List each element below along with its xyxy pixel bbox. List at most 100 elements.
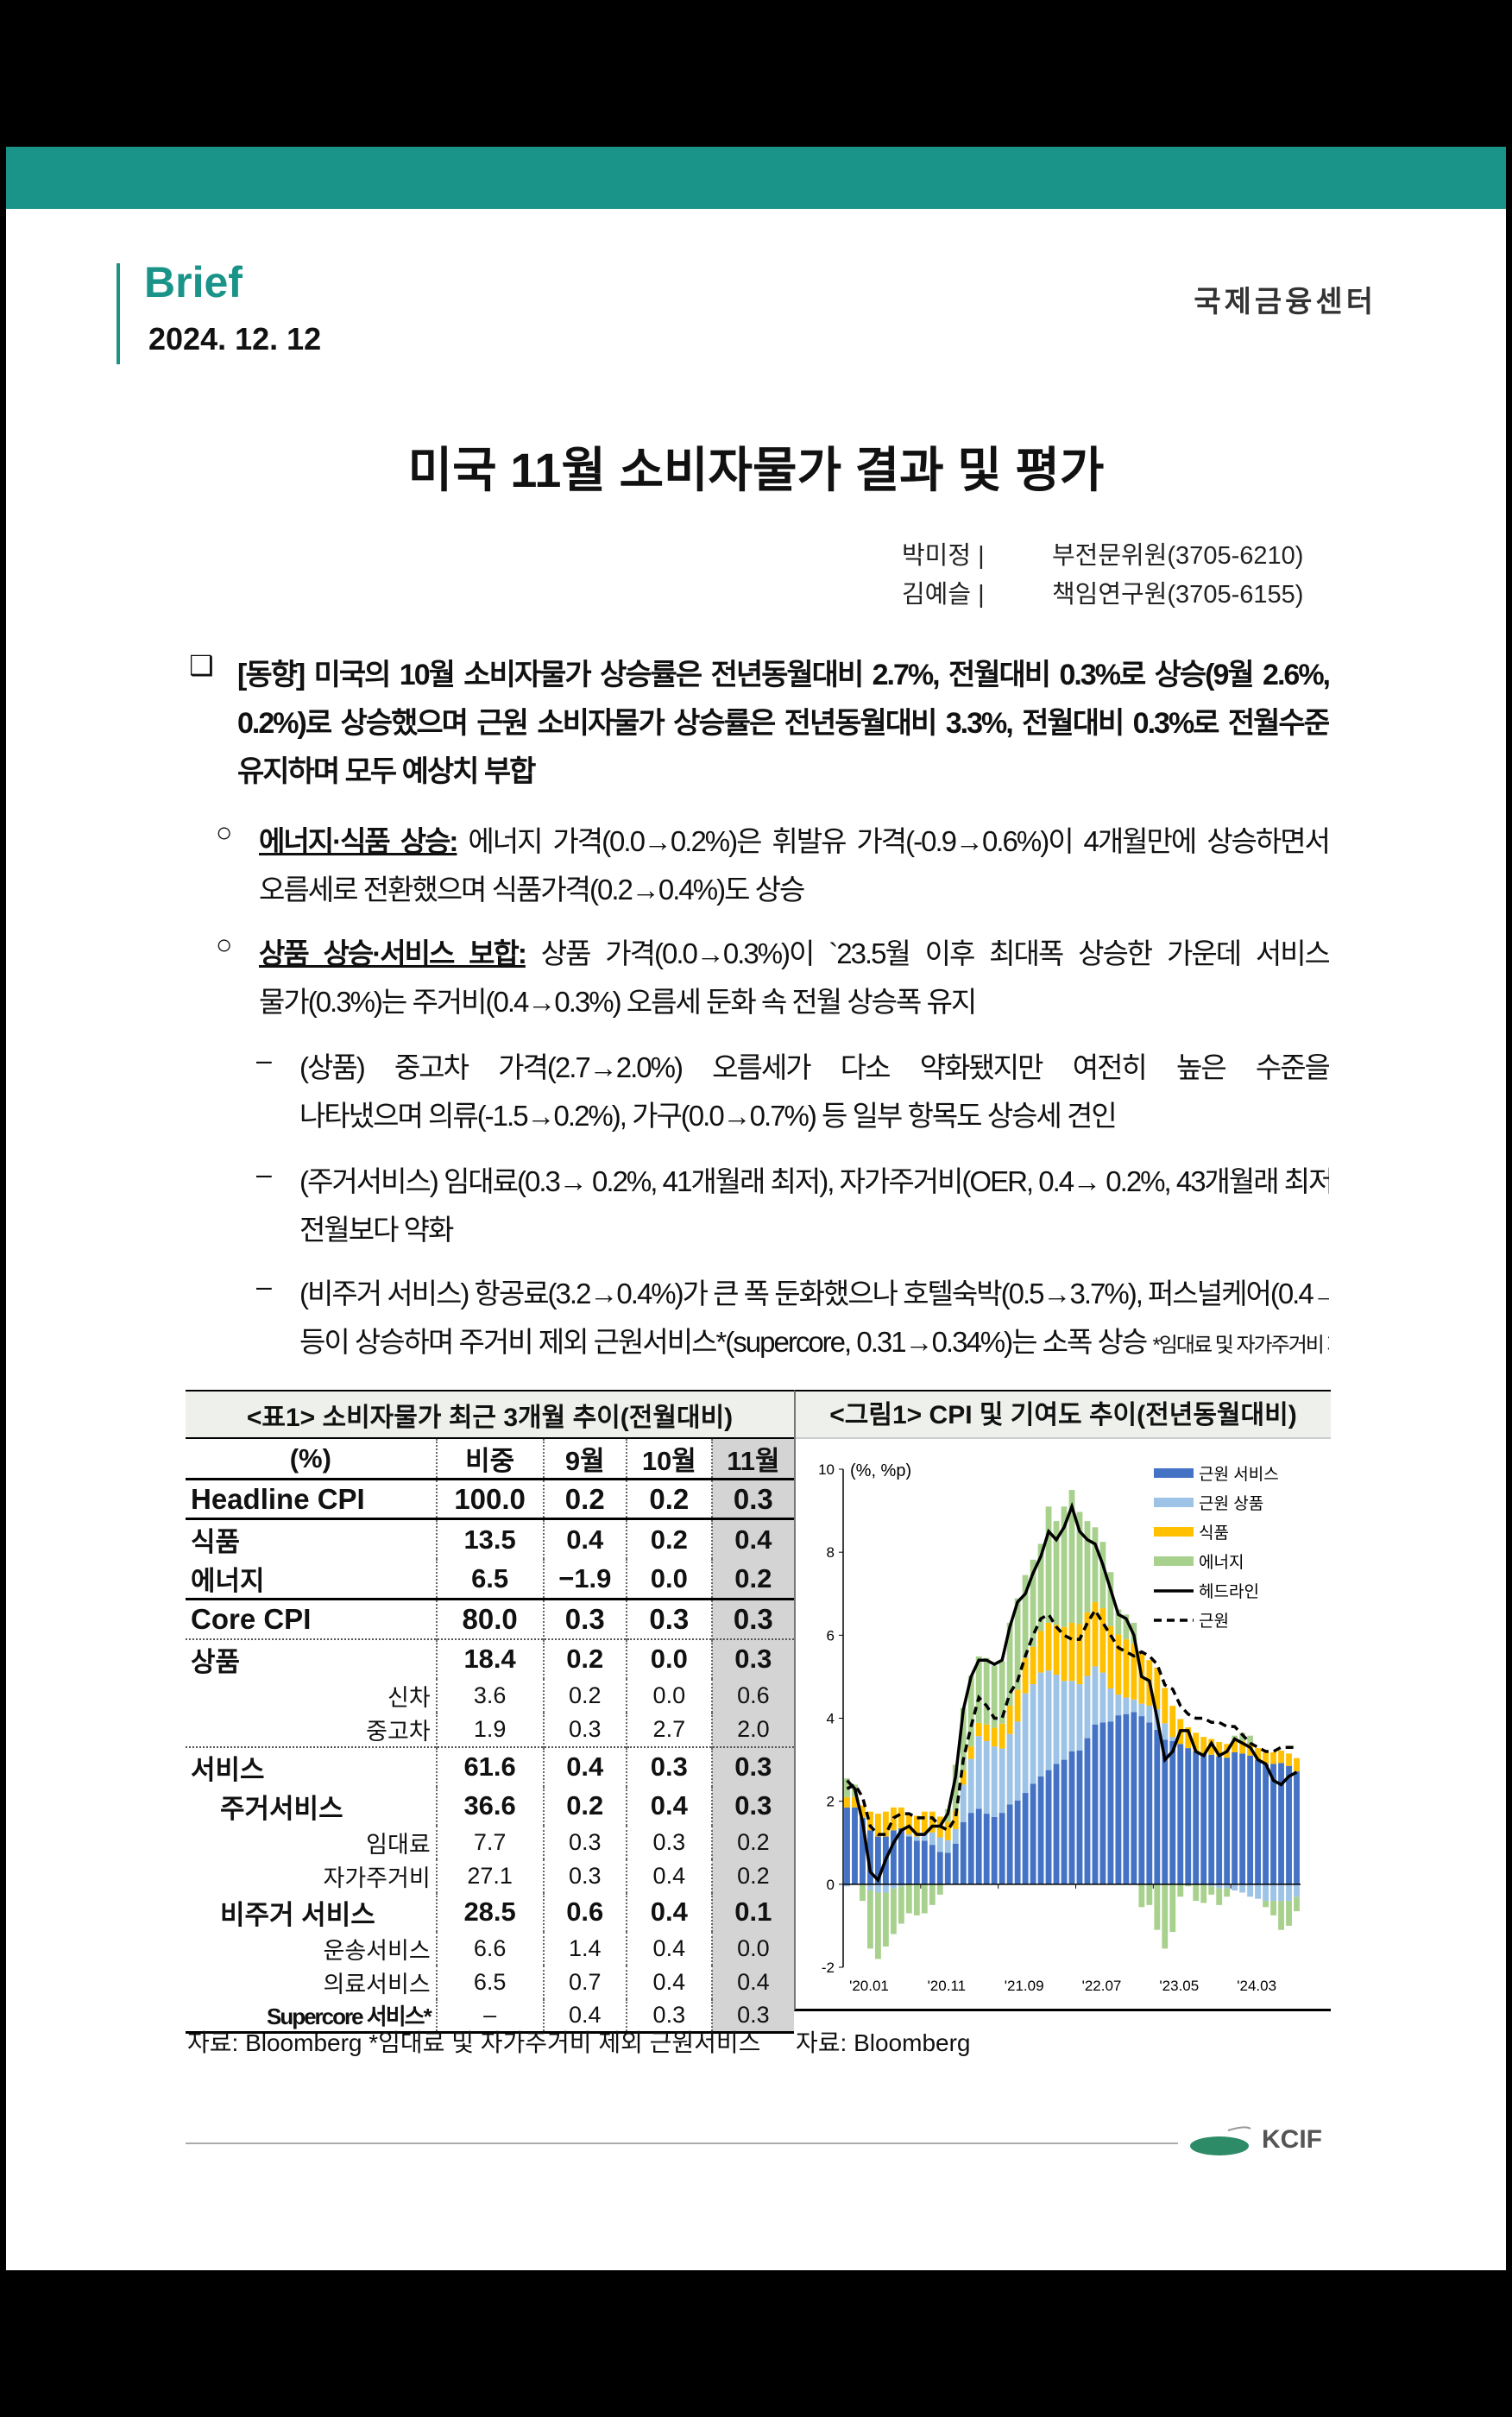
author-title: 부전문위원(3705-6210) bbox=[1052, 542, 1304, 570]
bar-segment bbox=[882, 1892, 889, 1947]
table-row: Headline CPI 100.0 0.2 0.2 0.3 bbox=[186, 1478, 794, 1519]
bar-segment bbox=[1193, 1884, 1200, 1902]
bar-segment bbox=[890, 1807, 897, 1831]
table-row: 임대료 7.7 0.3 0.3 0.2 bbox=[186, 1825, 794, 1859]
bar-segment bbox=[983, 1724, 990, 1741]
bar-segment bbox=[875, 1892, 881, 1959]
table-row: 신차 3.6 0.2 0.0 0.6 bbox=[186, 1678, 794, 1713]
bar-segment bbox=[1061, 1759, 1068, 1884]
bar-segment bbox=[844, 1807, 850, 1884]
bar-segment bbox=[1263, 1901, 1269, 1908]
bar-segment bbox=[1208, 1886, 1215, 1895]
table-cell: 2.7 bbox=[625, 1712, 712, 1747]
column-header: 11월 bbox=[710, 1438, 794, 1480]
bar-segment bbox=[1068, 1751, 1075, 1884]
row-label: Supercore 서비스* bbox=[186, 1998, 437, 2034]
table-cell: 0.4 bbox=[625, 1859, 712, 1893]
bar-segment bbox=[944, 1840, 951, 1853]
x-tick-label: '20.01 bbox=[849, 1978, 889, 1994]
bar-segment bbox=[1177, 1884, 1184, 1897]
bar-segment bbox=[1037, 1631, 1044, 1673]
author-name: 김예슬 | bbox=[902, 581, 985, 609]
table-cell: 28.5 bbox=[435, 1892, 544, 1932]
bar-segment bbox=[1239, 1884, 1246, 1893]
bar-segment bbox=[1185, 1748, 1192, 1884]
bar-segment bbox=[860, 1805, 866, 1818]
bar-segment bbox=[1270, 1764, 1276, 1884]
bar-segment bbox=[1162, 1739, 1169, 1884]
checkbox-bullet-icon: ❑ bbox=[189, 650, 214, 681]
bar-segment bbox=[1099, 1608, 1106, 1673]
table-cell: 0.3 bbox=[625, 1598, 712, 1639]
bar-segment bbox=[905, 1884, 912, 1914]
bar-segment bbox=[1084, 1521, 1091, 1612]
bar-segment bbox=[1146, 1722, 1153, 1884]
table-cell: 0.3 bbox=[625, 1998, 712, 2034]
bar-segment bbox=[991, 1665, 998, 1728]
bar-segment bbox=[1185, 1727, 1192, 1749]
bar-segment bbox=[1131, 1712, 1137, 1884]
table-cell: 0.0 bbox=[625, 1678, 712, 1713]
bar-segment bbox=[1286, 1901, 1292, 1926]
table-cell: 0.2 bbox=[710, 1559, 794, 1600]
bar-segment bbox=[1224, 1758, 1231, 1884]
bar-segment bbox=[1045, 1622, 1052, 1671]
bar-segment bbox=[975, 1722, 982, 1737]
bar-segment bbox=[1294, 1884, 1300, 1897]
table-cell: 36.6 bbox=[435, 1786, 544, 1826]
bar-segment bbox=[844, 1796, 850, 1808]
legend-swatch bbox=[1154, 1527, 1194, 1537]
bar-segment bbox=[936, 1884, 943, 1895]
bar-segment bbox=[1061, 1681, 1068, 1760]
bar-segment bbox=[852, 1796, 858, 1808]
bar-segment bbox=[1022, 1793, 1029, 1884]
table-cell: – bbox=[435, 1998, 544, 2034]
bar-segment bbox=[898, 1827, 904, 1884]
table-row: 운송서비스 6.6 1.4 0.4 0.0 bbox=[186, 1931, 794, 1966]
bar-segment bbox=[1286, 1753, 1292, 1766]
bar-segment bbox=[1076, 1684, 1083, 1751]
bar-segment bbox=[1294, 1896, 1300, 1912]
table-cell: 6.5 bbox=[435, 1559, 544, 1600]
bar-segment bbox=[1092, 1527, 1099, 1602]
bar-segment bbox=[1200, 1737, 1207, 1754]
y-tick-label: 0 bbox=[827, 1877, 835, 1893]
table-cell: 0.3 bbox=[710, 1786, 794, 1826]
page-title: 미국 11월 소비자물가 결과 및 평가 bbox=[407, 443, 1105, 497]
energy-food-heading: 에너지·식품 상승: bbox=[259, 825, 458, 857]
bar-segment bbox=[913, 1836, 920, 1841]
footnote: *임대료 및 자가주거비 제외 bbox=[1152, 1334, 1329, 1357]
x-tick-label: '21.09 bbox=[1005, 1978, 1044, 1994]
bar-segment bbox=[983, 1814, 990, 1884]
document-page: Brief 2024. 12. 12 국제금융센터 미국 11월 소비자물가 결… bbox=[6, 147, 1506, 2270]
bar-segment bbox=[1247, 1755, 1254, 1884]
bar-segment bbox=[1185, 1884, 1192, 1887]
x-tick-label: '24.03 bbox=[1237, 1978, 1276, 1994]
summary-line: 유지하며 모두 예상치 부합 bbox=[237, 755, 536, 788]
bar-segment bbox=[1068, 1490, 1075, 1623]
dash-bullet: – bbox=[256, 1044, 272, 1076]
dash-bullet: – bbox=[256, 1158, 272, 1190]
row-label: 서비스 bbox=[186, 1745, 437, 1787]
bar-segment bbox=[1115, 1715, 1122, 1884]
table-cell: 0.6 bbox=[542, 1892, 627, 1932]
table-cell: 0.2 bbox=[710, 1859, 794, 1893]
goods-services-line: 물가(0.3%)는 주거비(0.4→0.3%) 오름세 둔화 속 전월 상승폭 … bbox=[259, 986, 977, 1018]
bar-segment bbox=[999, 1813, 1005, 1884]
bar-segment bbox=[929, 1832, 936, 1846]
bar-segment bbox=[1162, 1884, 1169, 1949]
bar-segment bbox=[898, 1807, 904, 1828]
bar-segment bbox=[1006, 1706, 1013, 1734]
bar-segment bbox=[1123, 1639, 1130, 1698]
bar-segment bbox=[875, 1836, 881, 1884]
goods-services-heading: 상품 상승·서비스 보합: bbox=[259, 937, 527, 969]
dash-bullet: – bbox=[256, 1271, 272, 1302]
bar-segment bbox=[1286, 1765, 1292, 1884]
bar-segment bbox=[1208, 1884, 1215, 1887]
bar-segment bbox=[1053, 1521, 1060, 1625]
table-cell: 0.3 bbox=[542, 1859, 627, 1893]
bar-segment bbox=[1045, 1770, 1052, 1884]
bar-segment bbox=[1232, 1739, 1238, 1752]
table-cell: 0.4 bbox=[542, 1745, 627, 1787]
table-cell: 61.6 bbox=[435, 1745, 544, 1787]
